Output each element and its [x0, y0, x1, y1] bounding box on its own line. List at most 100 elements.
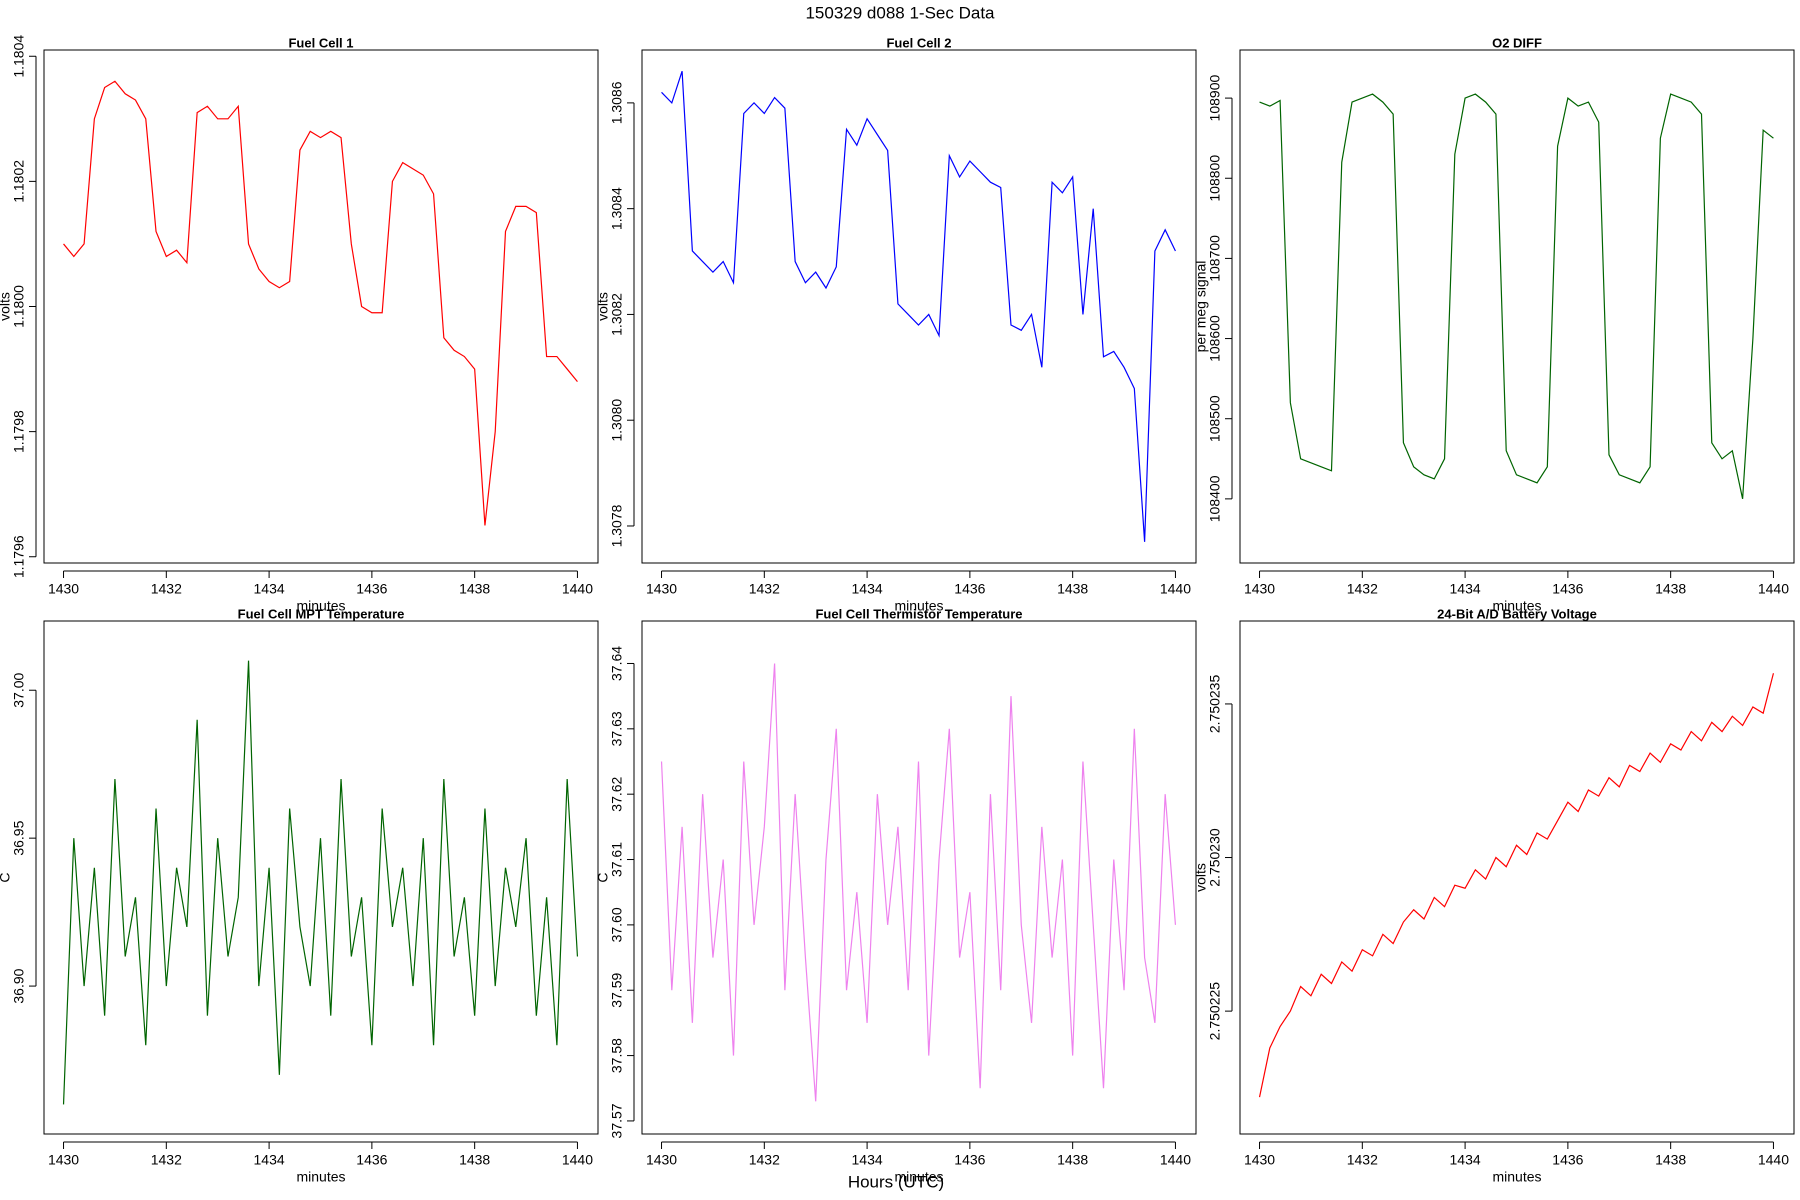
data-line — [1258, 673, 1775, 1098]
x-axis-label: minutes — [894, 1169, 943, 1185]
x-tick-label: 1434 — [1450, 1152, 1481, 1168]
panel: Fuel Cell 2 1430 1432 1434 1436 1438 1440 minut… — [595, 35, 1197, 614]
x-tick-label: 1440 — [1160, 581, 1191, 597]
plot-frame — [641, 620, 1197, 1135]
y-axis-label: volts — [0, 292, 13, 321]
x-axis-label: minutes — [1492, 1169, 1541, 1185]
figure-x-label: Hours (UTC) — [848, 1172, 944, 1191]
x-tick-label: 1434 — [254, 1152, 285, 1168]
data-line — [62, 660, 579, 1105]
x-tick-label: 1438 — [1655, 1152, 1686, 1168]
x-tick-label: 1432 — [151, 581, 182, 597]
x-tick-label: 1436 — [954, 581, 985, 597]
x-tick-label: 1430 — [646, 1152, 677, 1168]
panel: Fuel Cell 1 1430 1432 1434 1436 1438 1440 minut… — [0, 35, 599, 614]
x-tick-label: 1438 — [1655, 581, 1686, 597]
x-tick-label: 1438 — [459, 581, 490, 597]
data-line — [660, 663, 1177, 1102]
x-tick-label: 1434 — [254, 581, 285, 597]
x-tick-label: 1432 — [749, 581, 780, 597]
y-tick-label: 36.95 — [11, 820, 27, 855]
y-tick-label: 108900 — [1207, 75, 1223, 122]
panel: O2 DIFF 1430 1432 1434 1436 1438 1440 minutes 10… — [1193, 35, 1795, 614]
x-tick-label: 1436 — [356, 1152, 387, 1168]
panel: Fuel Cell Thermistor Temperature 1430 1432… — [595, 606, 1197, 1185]
data-line — [661, 70, 1176, 542]
x-tick-label: 1440 — [562, 1152, 593, 1168]
x-tick-label: 1434 — [852, 581, 883, 597]
x-tick-label: 1430 — [48, 581, 79, 597]
y-tick-label: 2.750225 — [1207, 982, 1223, 1041]
x-tick-label: 1436 — [356, 581, 387, 597]
panel: Fuel Cell MPT Temperature 1430 1432 1434 143… — [0, 606, 599, 1185]
y-tick-label: 1.3080 — [609, 399, 625, 442]
y-tick-label: 1.3078 — [609, 504, 625, 547]
panel-title: Fuel Cell MPT Temperature — [238, 606, 405, 621]
y-tick-label: 108500 — [1207, 395, 1223, 442]
y-tick-label: 37.59 — [609, 973, 625, 1008]
panel-title: O2 DIFF — [1492, 35, 1542, 50]
y-axis-label: C — [595, 872, 611, 882]
panel-title: Fuel Cell 1 — [288, 35, 353, 50]
plot-frame — [1239, 49, 1795, 564]
y-tick-label: 1.3082 — [609, 293, 625, 336]
x-tick-label: 1436 — [954, 1152, 985, 1168]
y-tick-label: 37.61 — [609, 842, 625, 877]
y-tick-label: 2.750235 — [1207, 675, 1223, 734]
y-tick-label: 108400 — [1207, 475, 1223, 522]
y-tick-label: 37.57 — [609, 1103, 625, 1138]
y-tick-label: 37.63 — [609, 711, 625, 746]
x-tick-label: 1438 — [1057, 581, 1088, 597]
y-tick-label: 1.3084 — [609, 187, 625, 230]
y-axis-label: volts — [1193, 863, 1209, 892]
y-tick-label: 37.00 — [11, 673, 27, 708]
data-line — [1259, 93, 1774, 500]
x-tick-label: 1430 — [1244, 1152, 1275, 1168]
x-tick-label: 1440 — [1758, 581, 1789, 597]
y-tick-label: 1.1802 — [11, 160, 27, 203]
x-tick-label: 1434 — [1450, 581, 1481, 597]
x-tick-label: 1436 — [1552, 581, 1583, 597]
x-tick-label: 1430 — [1244, 581, 1275, 597]
y-tick-label: 108800 — [1207, 155, 1223, 202]
y-tick-label: 108600 — [1207, 315, 1223, 362]
x-axis-label: minutes — [296, 598, 345, 614]
y-tick-label: 1.1800 — [11, 285, 27, 328]
plot-frame — [641, 49, 1197, 564]
data-line — [63, 80, 578, 526]
x-tick-label: 1440 — [1160, 1152, 1191, 1168]
y-tick-label: 1.1798 — [11, 410, 27, 453]
x-tick-label: 1440 — [562, 581, 593, 597]
x-tick-label: 1430 — [646, 581, 677, 597]
y-tick-label: 36.90 — [11, 968, 27, 1003]
y-tick-label: 1.1796 — [11, 535, 27, 578]
x-tick-label: 1432 — [151, 1152, 182, 1168]
panel-title: Fuel Cell 2 — [886, 35, 951, 50]
y-tick-label: 37.58 — [609, 1038, 625, 1073]
plot-frame — [43, 620, 599, 1135]
plot-frame — [43, 49, 599, 564]
x-axis-label: minutes — [1492, 598, 1541, 614]
x-tick-label: 1438 — [459, 1152, 490, 1168]
panel-title: 24-Bit A/D Battery Voltage — [1437, 606, 1597, 621]
x-tick-label: 1438 — [1057, 1152, 1088, 1168]
y-tick-label: 37.60 — [609, 907, 625, 942]
x-tick-label: 1436 — [1552, 1152, 1583, 1168]
y-axis-label: volts — [595, 292, 611, 321]
x-axis-label: minutes — [296, 1169, 345, 1185]
panel: 24-Bit A/D Battery Voltage 1430 1432 1434 14… — [1193, 606, 1795, 1185]
panel-title: Fuel Cell Thermistor Temperature — [815, 606, 1022, 621]
x-tick-label: 1432 — [1347, 1152, 1378, 1168]
x-tick-label: 1430 — [48, 1152, 79, 1168]
x-tick-label: 1432 — [1347, 581, 1378, 597]
x-tick-label: 1440 — [1758, 1152, 1789, 1168]
y-tick-label: 37.62 — [609, 776, 625, 811]
y-tick-label: 2.750230 — [1207, 828, 1223, 887]
y-tick-label: 1.3086 — [609, 81, 625, 124]
y-axis-label: C — [0, 872, 13, 882]
figure-title: 150329 d088 1-Sec Data — [805, 3, 995, 22]
x-tick-label: 1434 — [852, 1152, 883, 1168]
